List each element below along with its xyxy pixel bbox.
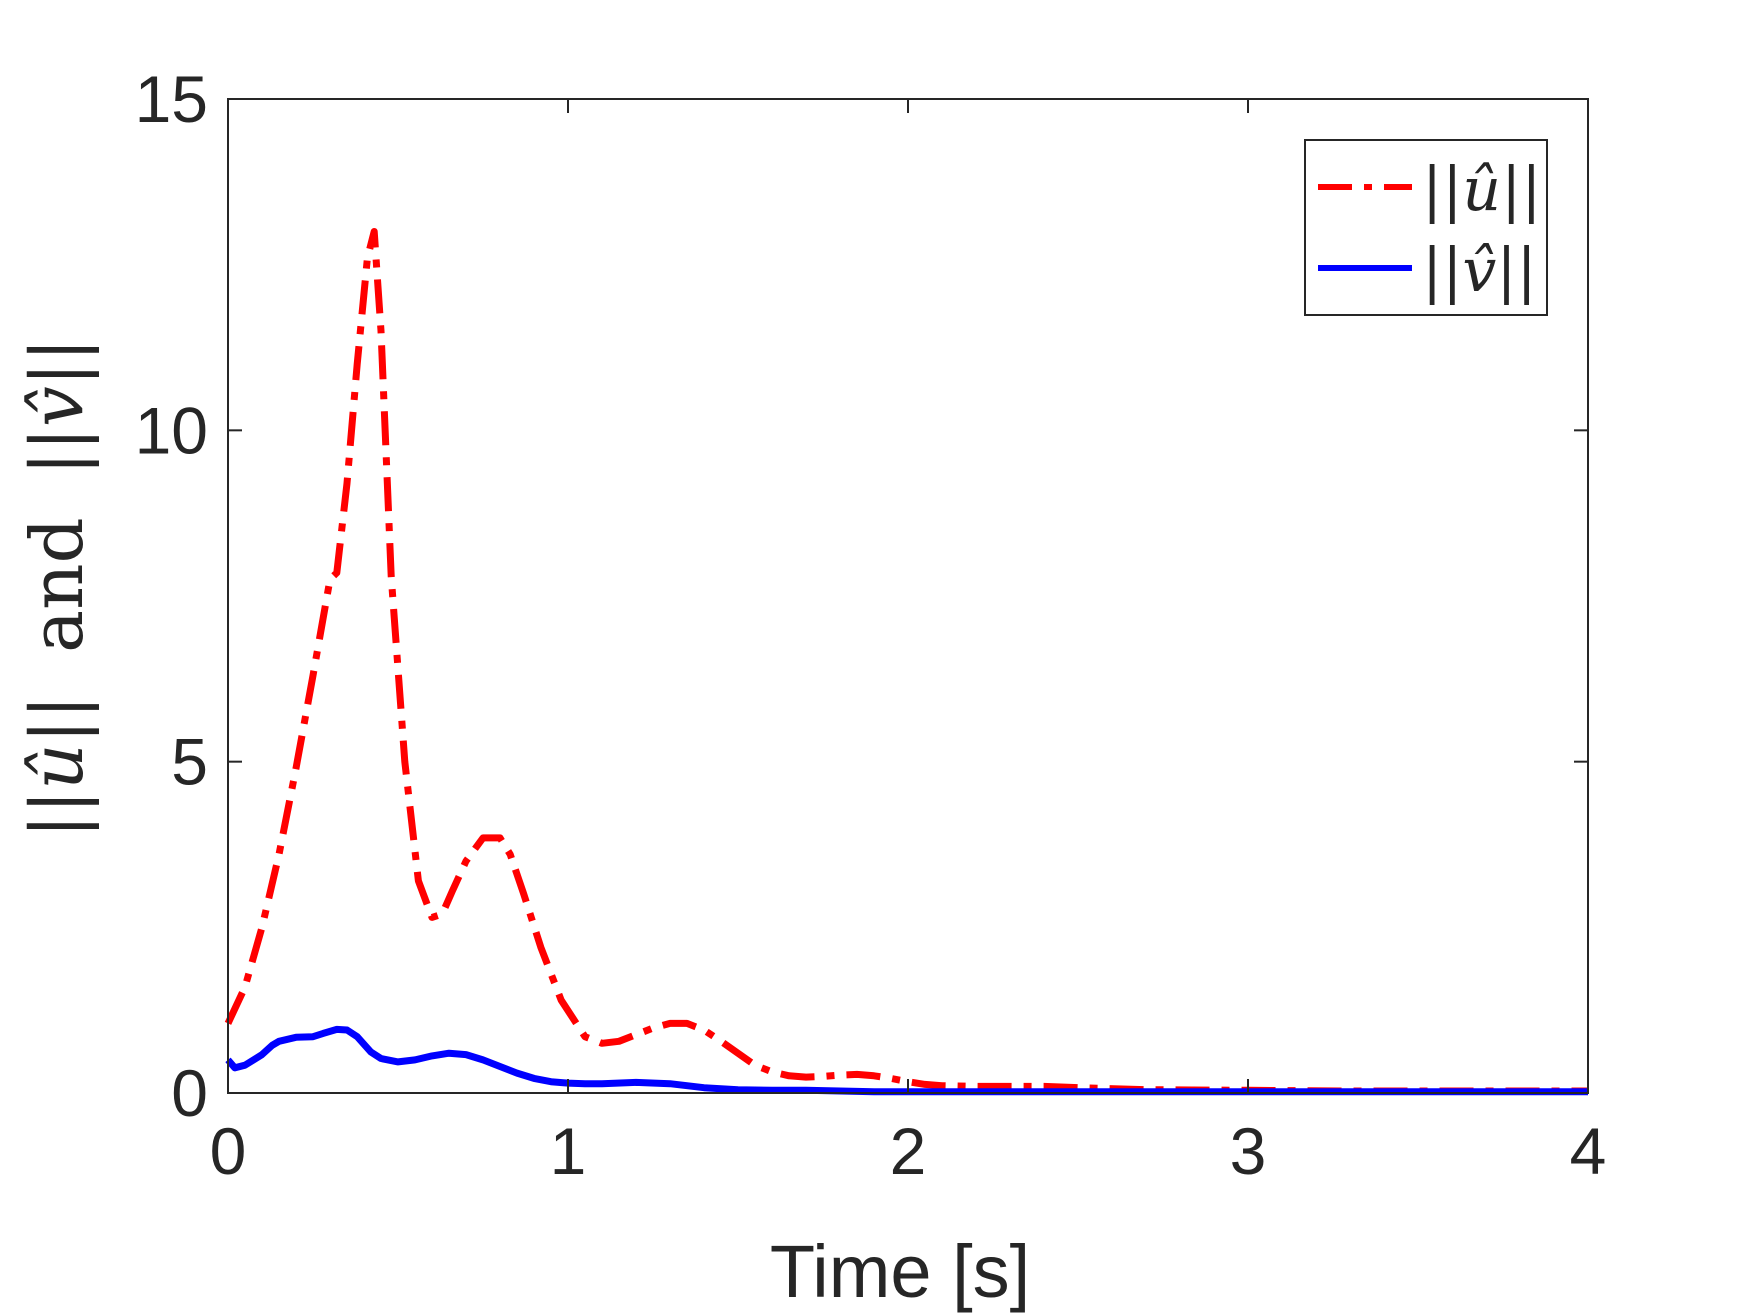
y-axis-label-norm-u: ||û|| bbox=[15, 695, 99, 838]
y-tick-label: 10 bbox=[135, 393, 208, 467]
legend: ||û|| ||v̂|| bbox=[1304, 139, 1548, 316]
legend-label-u: ||û|| bbox=[1422, 155, 1542, 225]
series-line-v bbox=[225, 1025, 1588, 1096]
y-tick-label: 15 bbox=[135, 62, 208, 136]
x-axis-label: Time [s] bbox=[770, 1230, 1030, 1313]
y-tick-label: 5 bbox=[171, 725, 208, 799]
ticks-layer: 0 1 2 3 4 0 5 10 15 bbox=[135, 62, 1607, 1188]
y-tick-label: 0 bbox=[171, 1056, 208, 1130]
series-layer bbox=[224, 228, 1588, 1096]
series-line-u bbox=[224, 228, 1588, 1095]
legend-box bbox=[1304, 139, 1548, 316]
y-axis-label-and: and bbox=[15, 517, 99, 652]
x-tick-label: 3 bbox=[1230, 1114, 1267, 1188]
y-axis-label-norm-v: ||v̂|| bbox=[15, 338, 99, 476]
x-tick-label: 2 bbox=[890, 1114, 927, 1188]
x-tick-label: 4 bbox=[1570, 1114, 1607, 1188]
x-tick-label: 0 bbox=[210, 1114, 247, 1188]
y-axis-label: ||û|| and ||v̂|| bbox=[15, 338, 99, 839]
legend-label-v: ||v̂|| bbox=[1422, 236, 1537, 306]
x-tick-label: 1 bbox=[550, 1114, 587, 1188]
